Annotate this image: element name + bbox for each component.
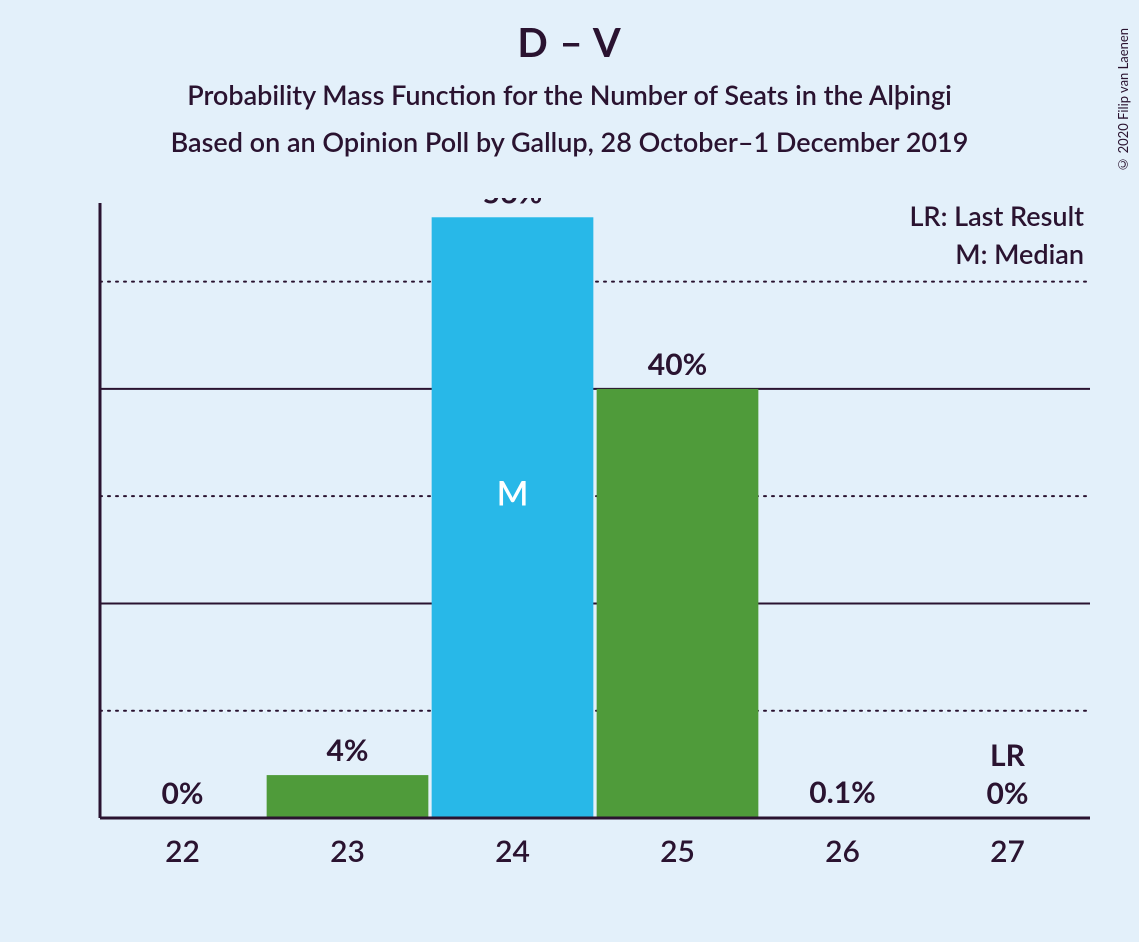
- x-axis-tick-label: 25: [660, 833, 695, 869]
- chart-subtitle-2: Based on an Opinion Poll by Gallup, 28 O…: [0, 125, 1139, 158]
- bar-chart: 20%40%0%224%2356%24M40%250.1%260%27LRLR:…: [90, 198, 1100, 878]
- copyright-text: © 2020 Filip van Laenen: [1115, 28, 1131, 173]
- bar-value-label: 40%: [648, 346, 707, 382]
- lr-marker: LR: [990, 737, 1026, 773]
- bar: [432, 217, 594, 818]
- legend-m: M: Median: [955, 237, 1084, 270]
- median-marker: M: [497, 473, 529, 514]
- x-axis-tick-label: 26: [825, 833, 860, 869]
- legend-lr: LR: Last Result: [909, 199, 1084, 232]
- x-axis-tick-label: 22: [165, 833, 200, 869]
- x-axis-tick-label: 23: [330, 833, 365, 869]
- bar-value-label: 0%: [162, 775, 204, 811]
- bar-value-label: 0%: [987, 775, 1029, 811]
- chart-title: D – V: [0, 18, 1139, 66]
- bar-value-label: 56%: [483, 198, 542, 210]
- bar-value-label: 4%: [327, 732, 369, 768]
- bar: [267, 775, 429, 818]
- bar-value-label: 0.1%: [809, 774, 876, 810]
- x-axis-tick-label: 27: [990, 833, 1025, 869]
- x-axis-tick-label: 24: [495, 833, 530, 869]
- bar: [597, 389, 759, 818]
- chart-subtitle-1: Probability Mass Function for the Number…: [0, 78, 1139, 111]
